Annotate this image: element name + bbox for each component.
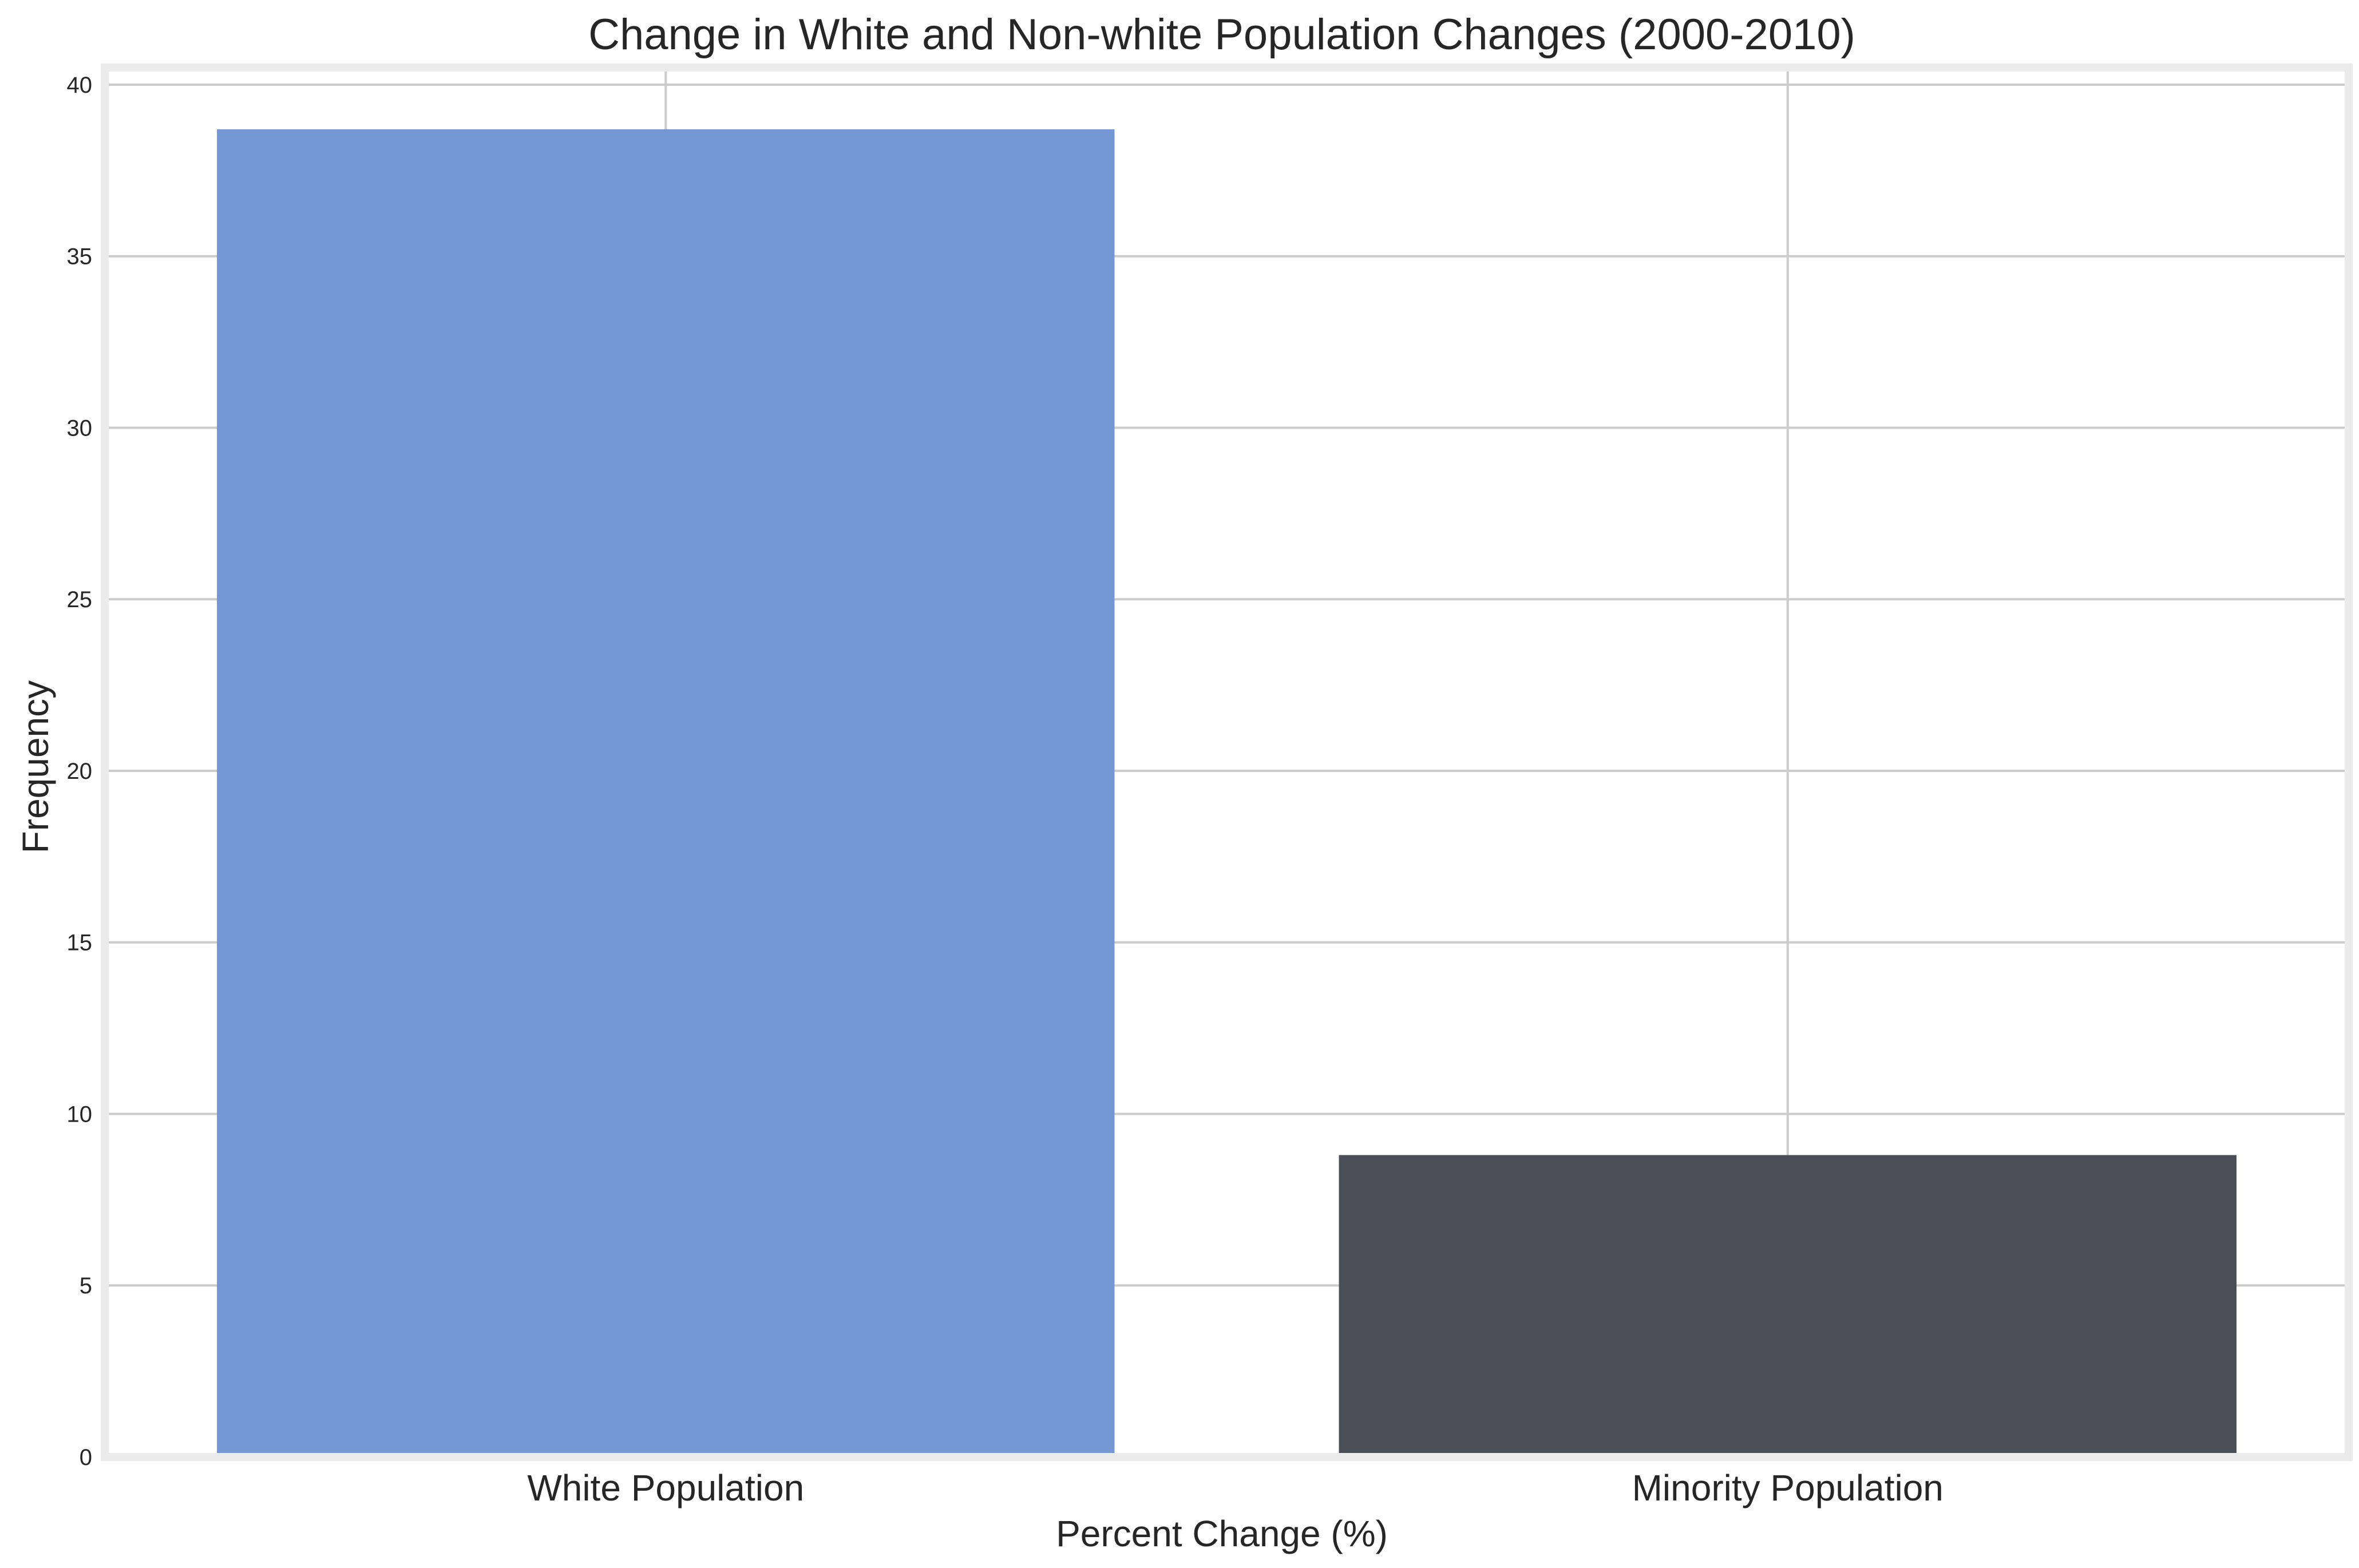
y-tick-label: 30 — [67, 415, 93, 441]
y-tick-label: 5 — [80, 1273, 92, 1298]
y-tick-label: 20 — [67, 759, 93, 784]
x-axis-label: Percent Change (%) — [1056, 1513, 1388, 1554]
bars — [217, 129, 2237, 1457]
y-tick-label: 35 — [67, 244, 93, 270]
y-tick-label: 25 — [67, 587, 93, 612]
y-tick-label: 0 — [80, 1445, 92, 1470]
bar-white-population — [217, 129, 1115, 1457]
y-tick-label: 15 — [67, 930, 93, 956]
y-tick-label: 40 — [67, 73, 93, 98]
y-axis-label: Frequency — [15, 680, 56, 853]
chart-title: Change in White and Non-white Population… — [588, 10, 1855, 59]
y-tick-labels: 0 5 10 15 20 25 30 35 40 — [67, 73, 93, 1470]
plot-frame — [101, 64, 2353, 1461]
x-tick-labels: White Population Minority Population — [527, 1467, 1944, 1508]
x-tick-label: Minority Population — [1632, 1467, 1944, 1508]
bar-minority-population — [1339, 1155, 2237, 1457]
x-tick-label: White Population — [527, 1467, 804, 1508]
y-tick-label: 10 — [67, 1102, 93, 1127]
